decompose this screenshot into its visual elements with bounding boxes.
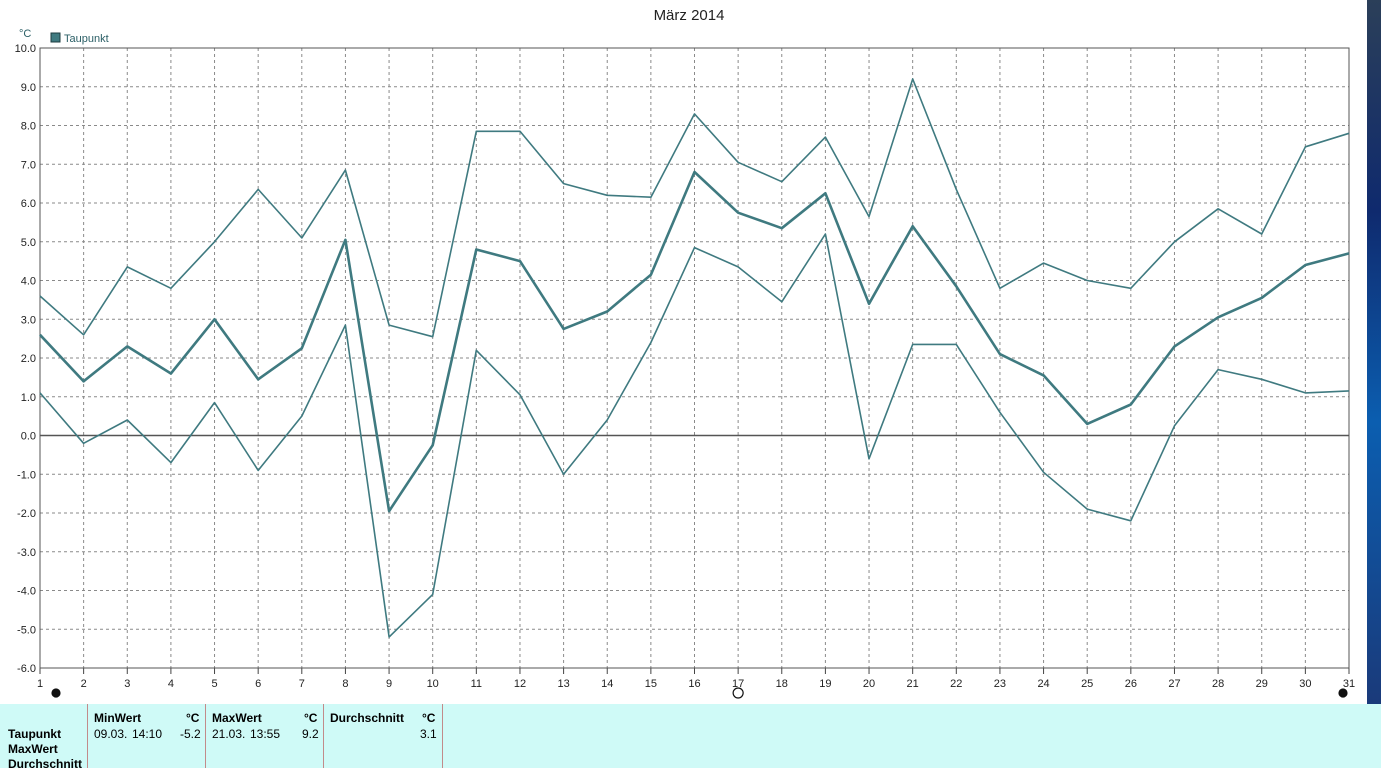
- grid: [40, 48, 1349, 668]
- series-line-1: [39, 78, 1350, 338]
- durchschnitt-unit: °C: [422, 711, 436, 725]
- x-tick-label: 17: [732, 678, 744, 690]
- x-tick-label: 22: [950, 678, 962, 690]
- minwert-column: MinWert °C 09.03. 14:10 -5.2: [87, 704, 206, 768]
- minwert-unit: °C: [186, 711, 200, 725]
- maxwert-column: MaxWert °C 21.03. 13:55 9.2: [205, 704, 324, 768]
- markers: [51, 687, 1348, 699]
- y-tick-label: 2.0: [21, 353, 36, 365]
- y-tick-label: 0.0: [21, 431, 36, 443]
- stats-panel: Taupunkt MaxWert Durchschnitt MinWert °C…: [0, 704, 1381, 771]
- legend-label: Taupunkt: [64, 33, 109, 45]
- x-tick-label: 27: [1168, 678, 1180, 690]
- series-line-2: [39, 170, 1350, 513]
- x-tick-label: 7: [299, 678, 305, 690]
- x-tick-label: 8: [342, 678, 348, 690]
- chart-title: März 2014: [654, 7, 725, 24]
- x-tick-label: 15: [645, 678, 657, 690]
- row-label-taupunkt: Taupunkt: [8, 727, 62, 741]
- x-tick-label: 28: [1212, 678, 1224, 690]
- x-tick-label: 2: [81, 678, 87, 690]
- x-tick-label: 19: [819, 678, 831, 690]
- x-tick-label: 6: [255, 678, 261, 690]
- minwert-value: -5.2: [180, 727, 201, 741]
- minwert-header: MinWert: [94, 711, 142, 725]
- durchschnitt-column: Durchschnitt °C 3.1: [323, 704, 443, 768]
- x-tick-label: 14: [601, 678, 613, 690]
- y-tick-label: 1.0: [21, 392, 36, 404]
- legend-swatch: [50, 32, 61, 43]
- x-tick-label: 18: [776, 678, 788, 690]
- y-tick-label: -6.0: [17, 663, 36, 675]
- y-tick-label: -3.0: [17, 547, 36, 559]
- x-tick-label: 20: [863, 678, 875, 690]
- maxwert-unit: °C: [304, 711, 318, 725]
- x-tick-label: 23: [994, 678, 1006, 690]
- x-tick-label: 16: [688, 678, 700, 690]
- y-tick-label: 6.0: [21, 198, 36, 210]
- y-tick-label: -2.0: [17, 508, 36, 520]
- chart: März 2014 °C Taupunkt 10.09.08.07.06.05.…: [15, 7, 1356, 699]
- maxwert-value: 9.2: [302, 727, 319, 741]
- x-tick-label: 9: [386, 678, 392, 690]
- filled-marker: [51, 688, 61, 698]
- y-tick-label: 9.0: [21, 82, 36, 94]
- row-label-maxwert: MaxWert: [8, 742, 58, 756]
- x-tick-label: 24: [1037, 678, 1049, 690]
- x-tick-label: 13: [557, 678, 569, 690]
- y-tick-label: 5.0: [21, 237, 36, 249]
- minwert-time: 14:10: [132, 727, 163, 741]
- x-tick-label: 4: [168, 678, 174, 690]
- x-tick-label: 25: [1081, 678, 1093, 690]
- y-tick-label: -1.0: [17, 469, 36, 481]
- y-tick-label: 10.0: [15, 43, 36, 55]
- x-tick-label: 1: [37, 678, 43, 690]
- series: [39, 78, 1350, 638]
- open-marker: [732, 687, 744, 699]
- maxwert-header: MaxWert: [212, 711, 262, 725]
- y-unit-label: °C: [19, 28, 31, 40]
- x-tick-label: 3: [124, 678, 130, 690]
- axes: 10.0 9.0 8.0 7.0 6.0 5.0 4.0 3.0 2.0 1.0 0.0 -1.0 -2…: [15, 43, 1356, 690]
- durchschnitt-value: 3.1: [420, 727, 437, 741]
- maxwert-date: 21.03.: [212, 727, 246, 741]
- y-tick-label: -4.0: [17, 586, 36, 598]
- minwert-date: 09.03.: [94, 727, 128, 741]
- filled-marker: [1338, 688, 1348, 698]
- y-tick-label: 4.0: [21, 276, 36, 288]
- x-tick-label: 21: [907, 678, 919, 690]
- x-tick-label: 11: [471, 678, 482, 690]
- x-tick-label: 26: [1125, 678, 1137, 690]
- y-tick-label: 7.0: [21, 159, 36, 171]
- window-edge-strip: [1367, 0, 1381, 704]
- x-tick-label: 31: [1343, 678, 1355, 690]
- durchschnitt-header: Durchschnitt: [330, 711, 405, 725]
- x-tick-label: 12: [514, 678, 526, 690]
- x-tick-label: 10: [427, 678, 439, 690]
- maxwert-time: 13:55: [250, 727, 281, 741]
- x-tick-label: 30: [1299, 678, 1311, 690]
- y-tick-label: 8.0: [21, 121, 36, 133]
- x-tick-label: 5: [211, 678, 217, 690]
- y-tick-label: 3.0: [21, 314, 36, 326]
- plot-frame: [39, 47, 1350, 669]
- series-line-3: [39, 233, 1350, 638]
- row-label-durchschnitt: Durchschnitt: [8, 757, 83, 771]
- y-tick-label: -5.0: [17, 624, 36, 636]
- x-tick-label: 29: [1256, 678, 1268, 690]
